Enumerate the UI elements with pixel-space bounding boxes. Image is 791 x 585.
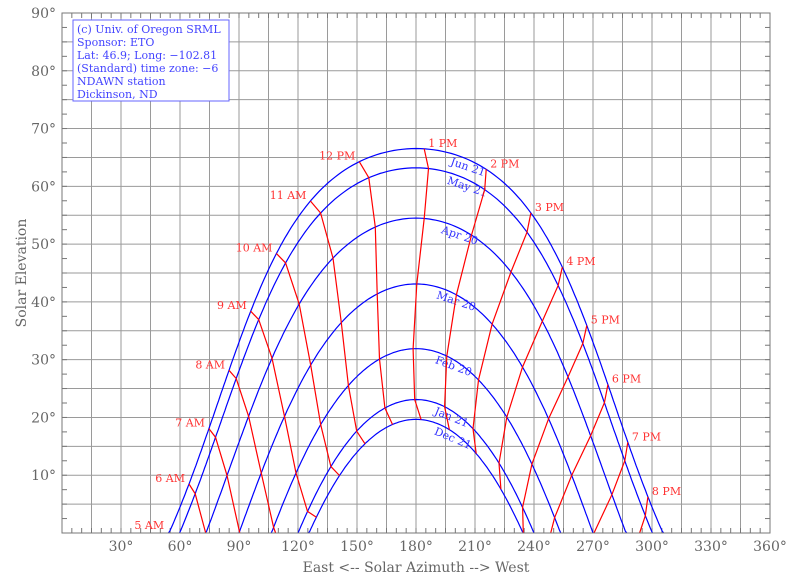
hour-line-label: 4 PM <box>566 255 595 268</box>
hour-line-label: 2 PM <box>490 157 519 170</box>
hour-line <box>550 384 609 534</box>
hour-line <box>309 200 366 445</box>
x-tick-label: 30° <box>109 539 134 555</box>
hour-line-label: 12 PM <box>319 150 355 163</box>
x-tick-label: 330° <box>694 539 728 555</box>
hour-line <box>639 496 649 534</box>
info-line: (Standard) time zone: −6 <box>77 62 218 75</box>
y-tick-label: 80° <box>31 64 56 80</box>
info-line: (c) Univ. of Oregon SRML <box>77 23 221 36</box>
info-line: Dickinson, ND <box>77 88 158 101</box>
date-curve <box>307 418 525 534</box>
hour-line <box>208 428 241 534</box>
hour-line-label: 1 PM <box>428 137 457 150</box>
info-box: (c) Univ. of Oregon SRML Sponsor: ETO La… <box>72 19 230 102</box>
date-curve <box>238 283 594 534</box>
y-tick-label: 30° <box>31 353 56 369</box>
x-tick-label: 180° <box>399 539 433 555</box>
x-tick-label: 150° <box>340 539 374 555</box>
x-tick-label: 60° <box>168 539 193 555</box>
y-tick-label: 40° <box>31 295 56 311</box>
hour-line <box>498 267 563 490</box>
date-curve <box>179 167 653 534</box>
x-axis-title: East <-- Solar Azimuth --> West <box>303 560 530 576</box>
y-tick-label: 10° <box>31 468 56 484</box>
y-tick-label: 90° <box>31 6 56 22</box>
y-tick-label: 50° <box>31 237 56 253</box>
hour-line <box>275 253 340 476</box>
y-axis-title: Solar Elevation <box>14 219 30 328</box>
hour-line-label: 6 PM <box>612 373 641 386</box>
hour-line <box>412 148 430 420</box>
hour-line-label: 7 AM <box>175 417 205 430</box>
hour-line <box>593 442 629 534</box>
hour-line-label: 7 PM <box>632 430 661 443</box>
date-curve-label: Mar 20 <box>435 289 478 314</box>
hour-line-label: 3 PM <box>535 201 564 214</box>
x-tick-label: 120° <box>281 539 315 555</box>
hour-line <box>228 369 277 534</box>
x-tick-label: 240° <box>517 539 551 555</box>
date-curve-label: Dec 21 <box>432 425 473 452</box>
hour-line-label: 10 AM <box>236 241 273 254</box>
hour-lines: 5 AM 6 AM 7 AM 8 AM 9 AM 10 AM 11 AM 12 PM 1 PM 2… <box>134 137 681 534</box>
hour-line-label: 6 AM <box>155 472 185 485</box>
info-line: Sponsor: ETO <box>77 36 154 49</box>
hour-line-label: 5 PM <box>591 314 620 327</box>
x-tick-label: 360° <box>753 539 787 555</box>
hour-line-label: 8 PM <box>652 485 681 498</box>
x-tick-label: 300° <box>635 539 669 555</box>
date-curve <box>204 217 628 534</box>
hour-line-label: 8 AM <box>195 358 225 371</box>
hour-line <box>472 212 532 454</box>
y-tick-label: 20° <box>31 410 56 426</box>
hour-line <box>250 310 317 518</box>
date-curve <box>270 348 562 534</box>
date-curve-label: Feb 20 <box>433 354 473 379</box>
hour-line-label: 5 AM <box>134 519 164 532</box>
y-tick-label: 60° <box>31 179 56 195</box>
hour-line <box>443 169 487 430</box>
x-tick-label: 90° <box>227 539 252 555</box>
x-tick-label: 270° <box>576 539 610 555</box>
info-line: NDAWN station <box>77 75 166 88</box>
hour-line-label: 11 AM <box>270 189 307 202</box>
hour-line-label: 9 AM <box>217 299 247 312</box>
x-tick-labels: 30° 60° 90° 120° 150° 180° 210° 240° 270° 300° 330… <box>109 539 787 555</box>
date-curve <box>167 147 665 534</box>
plot-frame <box>61 12 771 534</box>
y-tick-labels: 10° 20° 30° 40° 50° 60° 70° 80° 90° <box>31 6 56 484</box>
hour-line <box>188 483 207 534</box>
info-line: Lat: 46.9; Long: −102.81 <box>77 49 217 62</box>
y-tick-label: 70° <box>31 122 56 138</box>
hour-line <box>521 325 588 534</box>
x-tick-label: 210° <box>458 539 492 555</box>
hour-line <box>358 161 394 425</box>
